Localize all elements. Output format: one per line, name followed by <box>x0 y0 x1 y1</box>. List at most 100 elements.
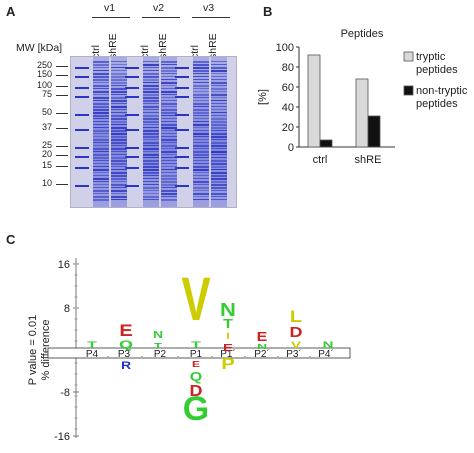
protein-band <box>93 166 109 167</box>
ladder-lane <box>75 57 89 207</box>
position-label-6: P2´ <box>254 348 270 360</box>
protein-band <box>193 184 209 185</box>
protein-band <box>111 121 127 123</box>
protein-band <box>111 181 127 182</box>
protein-band <box>211 193 227 195</box>
ladder-band <box>75 129 89 131</box>
protein-band <box>211 178 227 180</box>
protein-band <box>161 67 177 69</box>
protein-band <box>111 172 127 174</box>
protein-band <box>161 133 177 134</box>
protein-band <box>111 148 127 150</box>
ladder-band <box>175 156 189 158</box>
protein-band <box>111 118 127 120</box>
protein-band <box>193 127 209 128</box>
mw-marker-tick <box>56 66 68 67</box>
mw-marker-tick <box>56 128 68 129</box>
protein-band <box>161 196 177 197</box>
protein-band <box>143 148 159 150</box>
mw-marker-250: 250 <box>36 60 52 70</box>
protein-band <box>211 190 227 191</box>
protein-band <box>193 118 209 119</box>
ladder-band <box>175 76 189 78</box>
protein-band <box>111 103 127 104</box>
protein-band <box>211 139 227 140</box>
protein-band <box>193 169 209 171</box>
protein-band <box>193 106 209 107</box>
protein-band <box>211 64 227 65</box>
legend-label-non-tryptic: non-tryptic <box>416 85 468 97</box>
logo-y-tick-label: 16 <box>58 259 70 271</box>
protein-band <box>161 142 177 143</box>
logo-y-tick-label: -8 <box>60 387 70 399</box>
logo-letter-e: E <box>192 361 200 370</box>
protein-band <box>93 121 109 122</box>
position-separator: . <box>277 349 280 359</box>
ladder-band <box>175 67 189 69</box>
protein-band <box>143 88 159 90</box>
protein-band <box>93 112 109 114</box>
protein-band <box>161 145 177 147</box>
protein-band <box>111 70 127 71</box>
protein-band <box>193 112 209 114</box>
protein-band <box>193 100 209 101</box>
protein-band <box>161 175 177 177</box>
sample-lane-3 <box>143 57 159 207</box>
mw-marker-50: 50 <box>41 107 52 117</box>
mw-marker-tick <box>56 146 68 147</box>
position-separator: . <box>244 349 247 359</box>
protein-band <box>93 157 109 159</box>
protein-band <box>193 94 209 96</box>
protein-band <box>211 103 227 104</box>
position-label-2: P3 <box>118 349 131 360</box>
protein-band <box>193 109 209 111</box>
panel-b-label: B <box>263 4 273 19</box>
ladder-band <box>125 114 139 116</box>
position-separator: . <box>177 349 180 359</box>
position-label-4: P1 <box>190 349 203 360</box>
protein-band <box>143 133 159 135</box>
protein-band <box>161 73 177 74</box>
protein-band <box>193 76 209 77</box>
protein-band <box>93 127 109 128</box>
protein-band <box>161 154 177 155</box>
protein-band <box>143 79 159 81</box>
ladder-band <box>175 96 189 98</box>
position-label-1: P4 <box>86 349 99 360</box>
protein-band <box>193 70 209 72</box>
protein-band <box>161 184 177 186</box>
mw-marker-25: 25 <box>41 140 52 150</box>
protein-band <box>111 139 127 141</box>
protein-band <box>93 175 109 176</box>
protein-band <box>93 70 109 71</box>
protein-band <box>211 196 227 197</box>
protein-band <box>93 73 109 75</box>
position-separator: . <box>309 349 312 359</box>
protein-band <box>143 190 159 191</box>
protein-band <box>143 145 159 146</box>
group-label-v3: v3 <box>203 2 215 14</box>
protein-band <box>211 184 227 186</box>
ladder-band <box>75 67 89 69</box>
logo-letter-d: D <box>190 382 203 399</box>
protein-band <box>161 148 177 149</box>
protein-band <box>143 181 159 182</box>
protein-band <box>111 61 127 62</box>
mw-marker-75: 75 <box>41 89 52 99</box>
protein-band <box>111 133 127 135</box>
logo-y-tick-label: 8 <box>64 303 70 315</box>
logo-letter-t: T <box>154 343 163 350</box>
protein-band <box>111 145 127 146</box>
y-tick-label: 80 <box>282 62 294 74</box>
mw-marker-10: 10 <box>41 178 52 188</box>
protein-band <box>111 178 127 180</box>
protein-band <box>143 94 159 96</box>
protein-band <box>161 70 177 72</box>
protein-band <box>143 151 159 152</box>
position-separator: . <box>211 349 214 359</box>
protein-band <box>143 130 159 132</box>
protein-band <box>93 61 109 63</box>
protein-band <box>93 67 109 68</box>
protein-band <box>211 70 227 72</box>
position-bar <box>47 347 351 359</box>
